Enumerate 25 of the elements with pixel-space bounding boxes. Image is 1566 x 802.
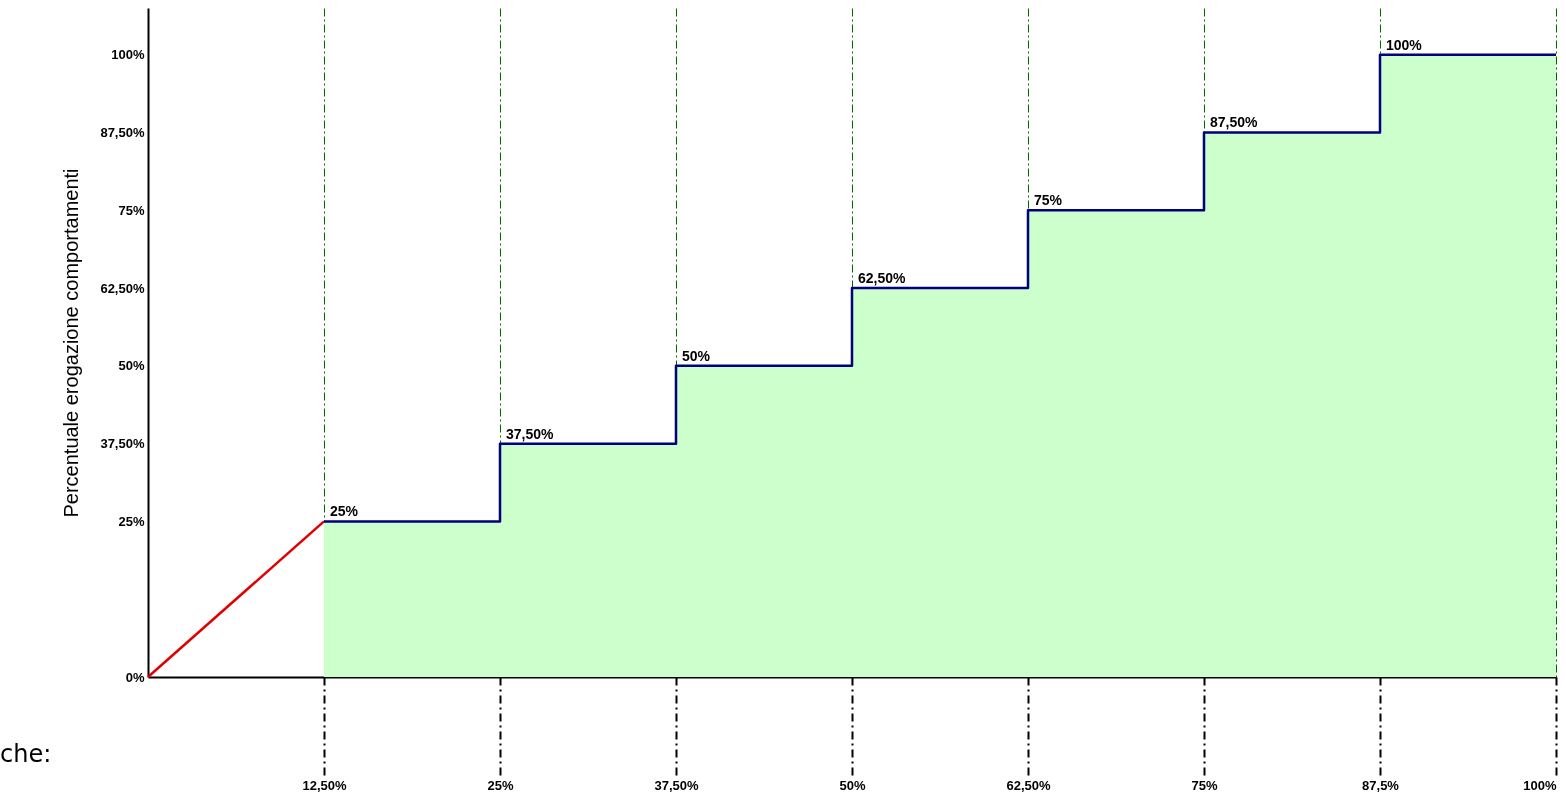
data-label: 37,50%	[506, 425, 555, 442]
y-tick-label: 0%	[125, 669, 145, 685]
data-label: 75%	[1034, 192, 1063, 209]
data-label: 25%	[330, 503, 359, 520]
y-tick-label: 62,50%	[100, 280, 145, 296]
x-tick-label: 62,50%	[1006, 777, 1051, 793]
data-label: 87,50%	[1210, 114, 1259, 131]
x-tick-label: 75%	[1191, 777, 1218, 793]
y-tick-label: 75%	[118, 202, 145, 218]
y-tick-label: 37,50%	[100, 436, 145, 452]
x-tick-label: 87,5%	[1362, 777, 1400, 793]
x-tick-label: 100%	[1523, 777, 1557, 793]
y-tick-label: 87,50%	[100, 124, 145, 140]
text: che:	[0, 740, 52, 768]
y-tick-label: 100%	[111, 47, 145, 63]
y-axis-title: Percentuale erogazione comportamenti	[60, 168, 83, 518]
x-tick-label: 25%	[487, 777, 514, 793]
y-tick-label: 25%	[118, 513, 145, 529]
x-tick-label: 12,50%	[302, 777, 347, 793]
y-tick-label: 50%	[118, 358, 145, 374]
x-tick-label: 50%	[839, 777, 866, 793]
x-tick-label: 37,50%	[654, 777, 699, 793]
data-label: 100%	[1386, 36, 1423, 53]
data-label: 62,50%	[858, 270, 907, 287]
data-label: 50%	[682, 347, 711, 364]
